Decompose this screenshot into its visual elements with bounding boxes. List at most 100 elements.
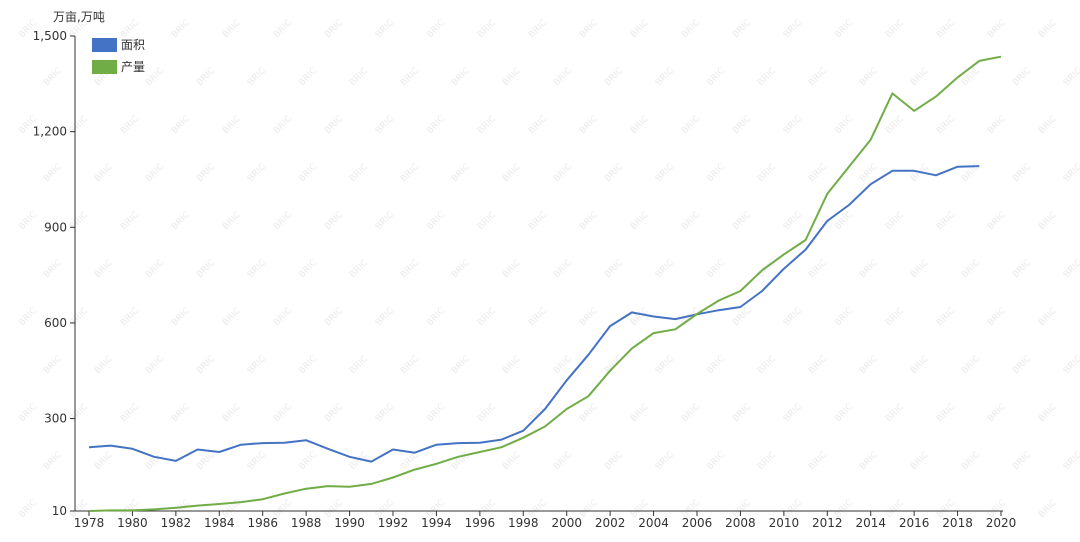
watermark-text: BRIC (374, 114, 396, 136)
watermark-text: BRIC (425, 210, 447, 232)
watermark-text: BRIC (807, 162, 829, 184)
legend-label: 面积 (121, 38, 145, 52)
watermark-text: BRIC (858, 450, 880, 472)
watermark-text: BRIC (884, 306, 906, 328)
watermark-text: BRIC (272, 18, 294, 40)
watermark-text: BRIC (986, 18, 1008, 40)
watermark-text: BRIC (1011, 258, 1033, 280)
watermark-text: BRIC (374, 402, 396, 424)
watermark-text: BRIC (1011, 354, 1033, 376)
watermark-text: BRIC (884, 18, 906, 40)
watermark-text: BRIC (348, 258, 370, 280)
watermark-text: BRIC (935, 402, 957, 424)
watermark-text: BRIC (654, 354, 676, 376)
x-tick-label: 2006 (682, 516, 713, 530)
watermark-text: BRIC (731, 306, 753, 328)
watermark-text: BRIC (731, 114, 753, 136)
watermark-text: BRIC (93, 354, 115, 376)
watermark-text: BRIC (221, 210, 243, 232)
watermark-text: BRIC (1037, 498, 1059, 520)
legend-swatch (92, 60, 117, 74)
watermark-text: BRIC (246, 66, 268, 88)
watermark-text: BRIC (17, 210, 39, 232)
watermark-text: BRIC (399, 354, 421, 376)
watermark-text: BRIC (986, 402, 1008, 424)
watermark-text: BRIC (501, 162, 523, 184)
watermark-text: BRIC (731, 18, 753, 40)
watermark-text: BRIC (705, 450, 727, 472)
watermark-text: BRIC (272, 210, 294, 232)
watermark-text: BRIC (833, 402, 855, 424)
watermark-text: BRIC (374, 306, 396, 328)
x-tick-label: 1986 (247, 516, 278, 530)
watermark-text: BRIC (195, 66, 217, 88)
watermark-text: BRIC (450, 162, 472, 184)
watermark-text: BRIC (246, 258, 268, 280)
watermark-text: BRIC (986, 114, 1008, 136)
watermark-text: BRIC (93, 450, 115, 472)
x-tick-label: 1998 (508, 516, 539, 530)
watermark-text: BRIC (425, 114, 447, 136)
watermark-text: BRIC (552, 354, 574, 376)
watermark-text: BRIC (144, 162, 166, 184)
watermark-text: BRIC (935, 18, 957, 40)
y-tick-label: 900 (44, 220, 67, 234)
watermark-text: BRIC (246, 162, 268, 184)
x-tick-label: 1978 (74, 516, 105, 530)
watermark-text: BRIC (501, 66, 523, 88)
watermark-text: BRIC (297, 354, 319, 376)
watermark-text: BRIC (68, 114, 90, 136)
watermark-text: BRIC (195, 354, 217, 376)
watermark-layer: BRIC BRIC BRIC BRIC BRIC BRIC BRIC BRIC BRIC BRIC… (17, 18, 1080, 520)
x-tick-label: 1994 (421, 516, 452, 530)
watermark-text: BRIC (552, 66, 574, 88)
watermark-text: BRIC (527, 114, 549, 136)
watermark-text: BRIC (884, 210, 906, 232)
y-tick-label: 600 (44, 316, 67, 330)
watermark-text: BRIC (1011, 66, 1033, 88)
x-tick-label: 2008 (725, 516, 756, 530)
watermark-text: BRIC (705, 66, 727, 88)
watermark-text: BRIC (374, 210, 396, 232)
x-tick-label: 2018 (942, 516, 973, 530)
watermark-text: BRIC (246, 354, 268, 376)
watermark-text: BRIC (629, 114, 651, 136)
watermark-text: BRIC (323, 18, 345, 40)
watermark-text: BRIC (680, 402, 702, 424)
x-tick-label: 1984 (204, 516, 235, 530)
watermark-text: BRIC (450, 66, 472, 88)
watermark-text: BRIC (527, 402, 549, 424)
watermark-text: BRIC (450, 258, 472, 280)
watermark-text: BRIC (986, 210, 1008, 232)
watermark-text: BRIC (552, 258, 574, 280)
watermark-text: BRIC (144, 258, 166, 280)
watermark-text: BRIC (654, 258, 676, 280)
watermark-text: BRIC (578, 210, 600, 232)
watermark-text: BRIC (909, 450, 931, 472)
watermark-text: BRIC (960, 258, 982, 280)
watermark-text: BRIC (986, 306, 1008, 328)
watermark-text: BRIC (858, 66, 880, 88)
watermark-text: BRIC (399, 66, 421, 88)
watermark-text: BRIC (1062, 450, 1080, 472)
watermark-text: BRIC (935, 306, 957, 328)
watermark-text: BRIC (756, 450, 778, 472)
watermark-text: BRIC (833, 18, 855, 40)
watermark-text: BRIC (221, 18, 243, 40)
watermark-text: BRIC (501, 354, 523, 376)
watermark-text: BRIC (782, 210, 804, 232)
watermark-text: BRIC (680, 210, 702, 232)
watermark-text: BRIC (527, 306, 549, 328)
watermark-text: BRIC (884, 114, 906, 136)
watermark-text: BRIC (705, 258, 727, 280)
watermark-text: BRIC (654, 162, 676, 184)
watermark-text: BRIC (603, 258, 625, 280)
watermark-text: BRIC (323, 306, 345, 328)
watermark-text: BRIC (552, 162, 574, 184)
series-line-2 (88, 55, 1002, 512)
watermark-text: BRIC (374, 18, 396, 40)
watermark-text: BRIC (782, 306, 804, 328)
watermark-text: BRIC (425, 306, 447, 328)
watermark-text: BRIC (807, 450, 829, 472)
x-tick-label: 2020 (986, 516, 1017, 530)
